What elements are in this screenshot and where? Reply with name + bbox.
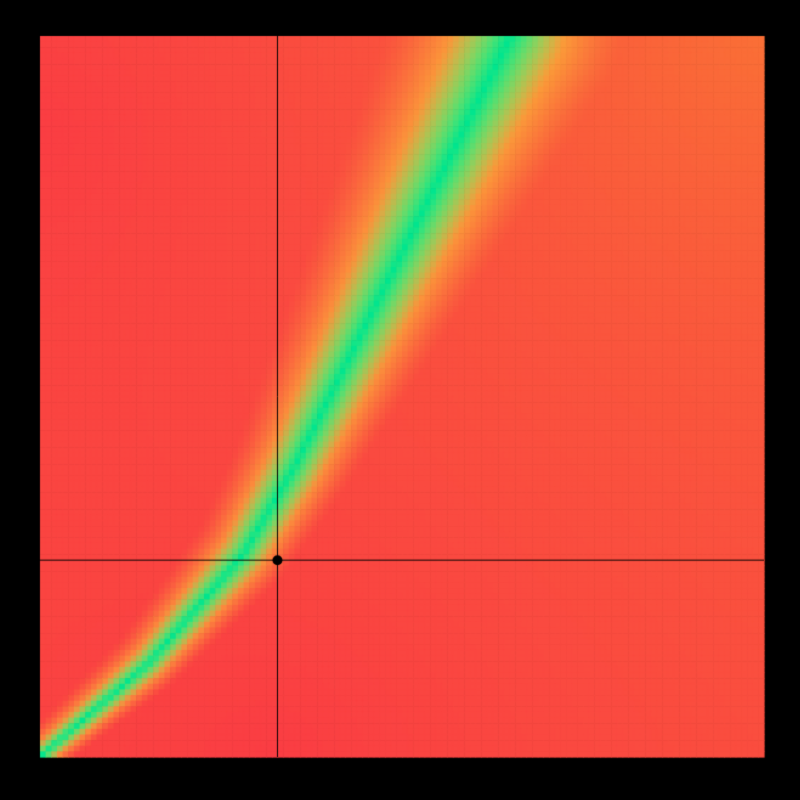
bottleneck-heatmap [0, 0, 800, 800]
